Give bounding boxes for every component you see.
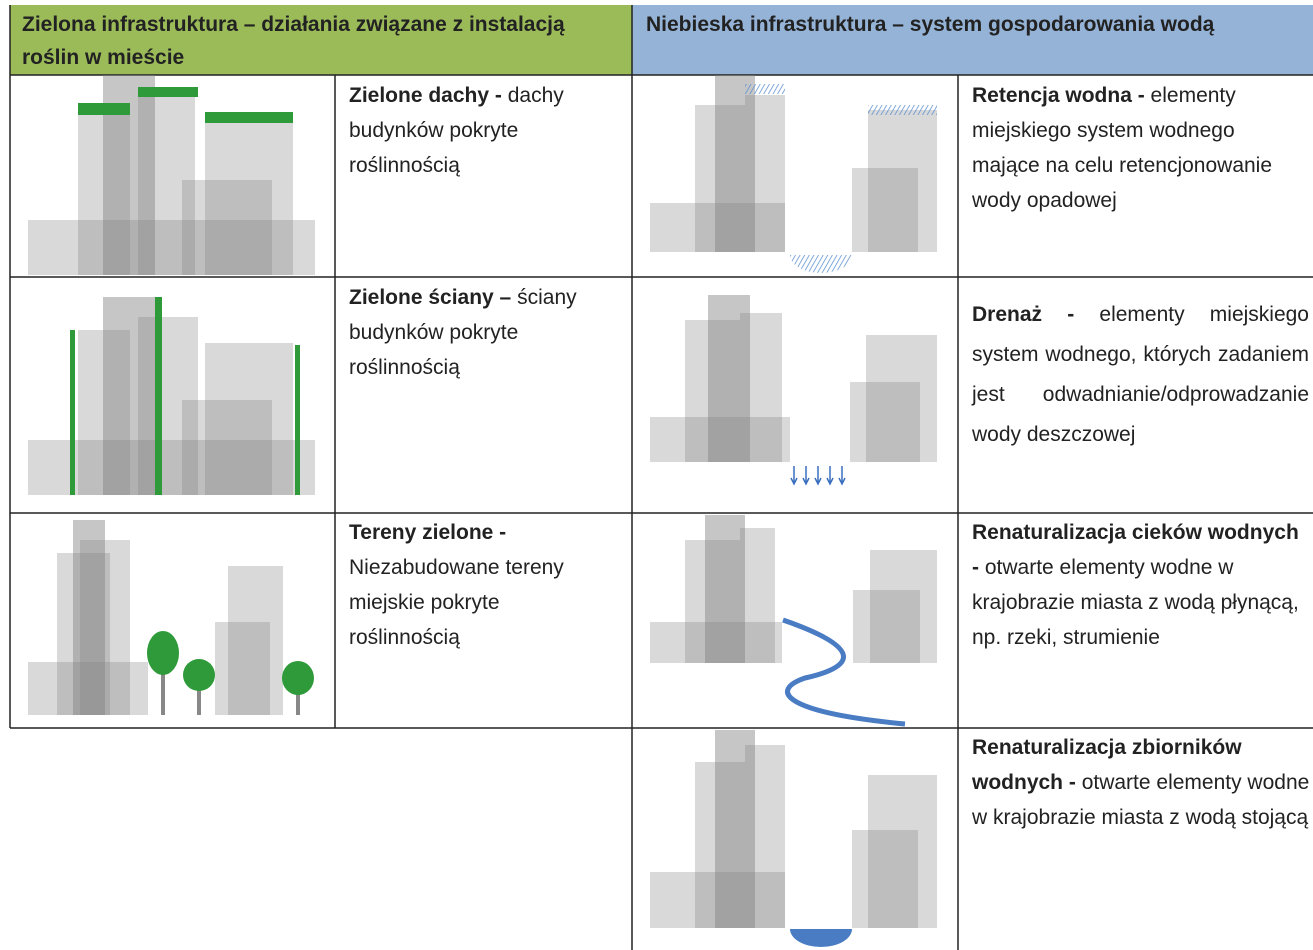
green-cell: Zielone dachy - dachy budynków pokryte r…	[349, 78, 619, 183]
building	[850, 382, 920, 462]
building	[73, 520, 105, 715]
blue-header: Niebieska infrastruktura – system gospod…	[646, 13, 1215, 36]
building	[650, 872, 785, 928]
building	[853, 590, 920, 663]
building	[78, 330, 130, 495]
building	[685, 540, 740, 663]
building	[695, 762, 745, 928]
drain-arrow	[826, 466, 834, 486]
blue-cell: Drenaż - elementy miejskiego system wodn…	[972, 295, 1309, 455]
greenery	[78, 103, 130, 115]
building	[215, 622, 270, 715]
rain-retention	[868, 105, 937, 115]
building	[182, 180, 272, 275]
building	[740, 528, 775, 663]
drain-arrow	[814, 466, 822, 486]
description: dachy budynków pokryte roślinnością	[349, 84, 564, 177]
building	[870, 550, 937, 663]
term: Tereny zielone -	[349, 521, 507, 544]
building	[205, 120, 293, 275]
drain-arrow	[790, 466, 798, 486]
building	[695, 105, 745, 252]
term: Zielone dachy -	[349, 84, 502, 107]
building	[228, 566, 283, 715]
green-cell: Tereny zielone - Niezabudowane tereny mi…	[349, 515, 599, 655]
tree-trunk	[197, 675, 201, 715]
building	[852, 168, 918, 252]
description: elementy miejskiego system wodnego, któr…	[972, 303, 1309, 446]
building	[745, 745, 785, 928]
building	[57, 553, 110, 715]
building	[650, 203, 785, 252]
tree-crown	[147, 631, 179, 675]
greenery	[205, 112, 293, 123]
term: Zielone ściany –	[349, 286, 512, 309]
building	[866, 335, 937, 462]
building	[705, 515, 745, 663]
pond	[790, 929, 852, 947]
retention-basin	[790, 255, 852, 273]
building	[740, 313, 782, 462]
grid	[9, 5, 1313, 950]
building	[205, 343, 293, 495]
tree-crown	[183, 659, 215, 691]
river	[782, 617, 906, 727]
building	[28, 440, 315, 495]
building	[852, 830, 918, 928]
building	[138, 317, 198, 495]
blue-cell: Retencja wodna - elementy miejskiego sys…	[972, 78, 1307, 218]
blue-header-bg	[632, 5, 1313, 75]
building	[78, 105, 130, 275]
tree-trunk	[161, 653, 165, 715]
greenery	[70, 330, 75, 495]
description: ściany budynków pokryte roślinnością	[349, 286, 577, 379]
building	[138, 93, 195, 275]
description: Niezabudowane tereny miejskie pokryte ro…	[349, 556, 564, 649]
building	[868, 775, 937, 928]
term: Renaturalizacja cieków wodnych -	[972, 521, 1299, 579]
green-cell: Zielone ściany – ściany budynków pokryte…	[349, 280, 619, 385]
building	[685, 320, 740, 462]
blue-cell: Renaturalizacja zbiorników wodnych - otw…	[972, 730, 1310, 835]
rain-retention	[745, 84, 785, 94]
description: elementy miejskiego system wodnego mając…	[972, 84, 1273, 212]
drain-arrow	[838, 466, 846, 486]
building	[715, 75, 755, 252]
building	[182, 400, 272, 495]
building	[80, 540, 130, 715]
building	[650, 622, 782, 663]
building	[708, 295, 750, 462]
greenery	[138, 87, 198, 97]
description: otwarte elementy wodne w krajobrazie mia…	[972, 556, 1299, 649]
tree-crown	[282, 661, 314, 695]
building	[715, 730, 755, 928]
tree-trunk	[296, 678, 300, 715]
description: otwarte elementy wodne w krajobrazie mia…	[972, 771, 1310, 829]
term: Retencja wodna -	[972, 84, 1145, 107]
term: Renaturalizacja zbiorników wodnych -	[972, 736, 1242, 794]
building	[28, 220, 315, 275]
term: Drenaż -	[972, 303, 1075, 326]
green-header: Zielona infrastruktura – działania związ…	[22, 13, 565, 69]
building	[28, 662, 148, 715]
blue-cell: Renaturalizacja cieków wodnych - otwarte…	[972, 515, 1310, 655]
building	[650, 417, 790, 462]
building	[745, 95, 785, 252]
greenery	[155, 297, 162, 495]
greenery	[295, 345, 300, 495]
green-header-bg	[10, 5, 632, 75]
drain-arrow	[802, 466, 810, 486]
building	[868, 110, 937, 252]
building	[103, 297, 155, 495]
